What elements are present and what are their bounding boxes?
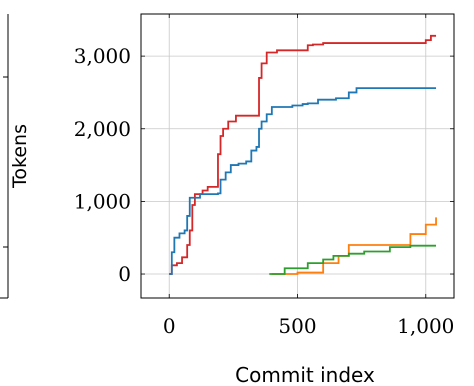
grid-lines bbox=[141, 14, 454, 298]
y-tick-label: 3,000 bbox=[74, 44, 131, 68]
y-tick-label: 1,000 bbox=[74, 189, 131, 213]
y-tick-label: 0 bbox=[118, 262, 131, 286]
adjacent-panel-fragment bbox=[0, 14, 9, 299]
x-tick-label: 0 bbox=[163, 314, 176, 338]
x-axis-label: Commit index bbox=[235, 363, 375, 386]
y-axis-label: Tokens bbox=[9, 124, 31, 189]
x-tick-label: 500 bbox=[278, 314, 316, 338]
series-line-4 bbox=[269, 244, 437, 275]
y-tick-label: 2,000 bbox=[74, 117, 131, 141]
tick-labels: 0 500 1,000 0 1,000 2,000 3,000 bbox=[74, 44, 455, 338]
axis-ticks bbox=[141, 14, 454, 298]
series-line-2 bbox=[169, 87, 437, 275]
series-line-1 bbox=[169, 34, 437, 275]
series-lines bbox=[169, 34, 437, 275]
x-tick-label: 1,000 bbox=[397, 314, 454, 338]
